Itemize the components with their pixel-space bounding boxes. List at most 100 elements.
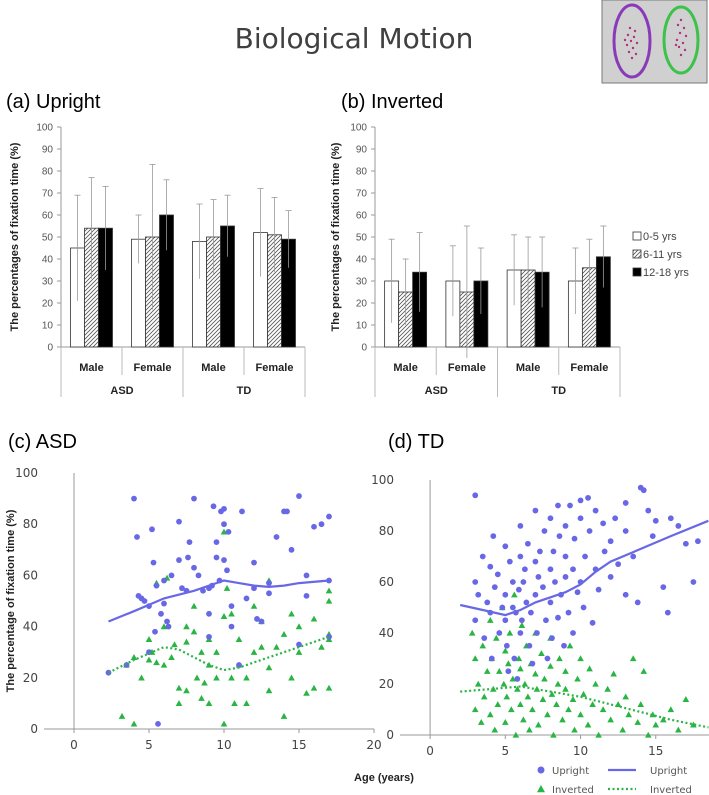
legend-inverted-line-label: Inverted: [650, 785, 692, 795]
d-inverted-point: [659, 716, 667, 723]
d-inverted-point: [589, 701, 596, 708]
d-inverted-point: [517, 665, 524, 672]
b-group-label: TD: [551, 385, 566, 397]
d-upright-point: [580, 604, 587, 611]
d-upright-point: [499, 604, 506, 611]
c-x-tick-label: 20: [366, 738, 381, 752]
c-upright-point: [158, 610, 164, 617]
d-upright-point: [511, 655, 518, 662]
d-upright-point: [529, 660, 536, 667]
d-upright-point: [517, 630, 524, 636]
b-legend-label: 12-18 yrs: [643, 267, 689, 279]
d-inverted-point: [574, 675, 581, 682]
c-inverted-point: [235, 636, 243, 643]
d-inverted-point: [548, 690, 556, 697]
c-inverted-point: [220, 528, 228, 535]
d-upright-point: [487, 563, 494, 570]
d-upright-point: [532, 558, 539, 565]
c-inverted-point: [303, 689, 310, 696]
d-upright-point: [503, 642, 510, 649]
d-upright-point: [649, 533, 656, 539]
d-inverted-point: [547, 662, 554, 669]
d-upright-point: [547, 515, 554, 522]
d-upright-point: [586, 528, 593, 534]
d-upright-point: [565, 609, 572, 616]
c-inverted-point: [325, 587, 333, 594]
d-inverted-point: [619, 726, 626, 733]
d-inverted-point: [610, 670, 617, 677]
d-inverted-point: [524, 693, 532, 700]
d-upright-point: [607, 538, 614, 545]
c-inverted-point: [273, 643, 280, 650]
b-subgroup-label: Male: [516, 362, 540, 374]
c-upright-point: [131, 495, 137, 502]
c-upright-point: [221, 505, 227, 512]
d-y-tick-label: 80: [379, 524, 394, 538]
d-inverted-point: [580, 690, 587, 697]
c-inverted-point: [250, 648, 258, 655]
b-y-tick-label: 40: [356, 255, 368, 266]
d-upright-point: [630, 553, 637, 560]
c-upright-point: [225, 528, 232, 535]
c-upright-point: [303, 592, 310, 599]
a-y-tick-label: 60: [42, 211, 54, 222]
c-inverted-point: [198, 648, 205, 655]
d-inverted-point: [491, 726, 499, 733]
c-inverted-point: [130, 720, 138, 727]
c-inverted-point: [118, 712, 126, 719]
d-upright-point: [640, 487, 647, 494]
d-upright-point: [520, 579, 527, 585]
b-subgroup-label: Male: [393, 362, 417, 374]
c-upright-point: [243, 595, 250, 602]
c-inverted-point: [183, 687, 190, 694]
d-upright-point: [514, 676, 521, 682]
b-legend-swatch: [632, 249, 642, 259]
d-upright-point: [582, 553, 588, 560]
c-inverted-point: [213, 674, 220, 681]
b-subgroup-label: Female: [570, 362, 608, 374]
c-inverted-point: [231, 700, 238, 707]
c-inverted-point: [288, 610, 295, 617]
x-axis-title: Age (years): [354, 772, 414, 784]
d-upright-point: [540, 584, 546, 590]
c-upright-point: [176, 557, 182, 563]
c-upright-point: [258, 618, 265, 625]
c-inverted-point: [243, 700, 250, 707]
d-inverted-point: [505, 660, 512, 667]
b-y-tick-label: 10: [356, 321, 368, 332]
d-inverted-point: [604, 685, 611, 692]
d-upright-point: [484, 599, 491, 606]
d-upright-point: [615, 561, 622, 568]
b-y-tick-label: 30: [356, 277, 368, 288]
d-upright-point: [494, 571, 501, 578]
d-upright-point: [562, 553, 569, 560]
c-x-tick-label: 5: [145, 738, 153, 752]
b-legend-label: 6-11 yrs: [643, 249, 682, 261]
c-upright-point: [303, 572, 310, 579]
c-x-tick-label: 10: [216, 738, 231, 752]
green-ellipse-icon: [662, 5, 700, 75]
d-upright-point: [523, 599, 530, 606]
d-inverted-point: [640, 667, 648, 674]
d-upright-point: [490, 533, 497, 539]
c-inverted-point: [190, 628, 198, 635]
d-inverted-point: [538, 650, 545, 657]
c-y-tick-label: 60: [23, 568, 38, 582]
c-upright-point: [251, 559, 257, 566]
d-upright-point: [502, 543, 509, 550]
b-y-tick-label: 60: [356, 211, 368, 222]
d-upright-point: [561, 642, 567, 649]
d-inverted-point: [625, 711, 632, 718]
c-inverted-point: [160, 661, 168, 668]
d-inverted-point: [471, 706, 479, 713]
d-upright-point: [552, 579, 558, 585]
legend-upright-marker-icon: [537, 766, 545, 774]
a-subgroup-label: Male: [201, 362, 225, 374]
d-inverted-point: [486, 711, 494, 718]
c-upright-point: [191, 564, 197, 571]
d-y-tick-label: 40: [379, 626, 394, 640]
d-upright-point: [612, 515, 619, 522]
c-inverted-point: [228, 610, 235, 617]
d-x-tick-label: 15: [648, 744, 663, 758]
a-y-tick-label: 20: [42, 299, 54, 310]
